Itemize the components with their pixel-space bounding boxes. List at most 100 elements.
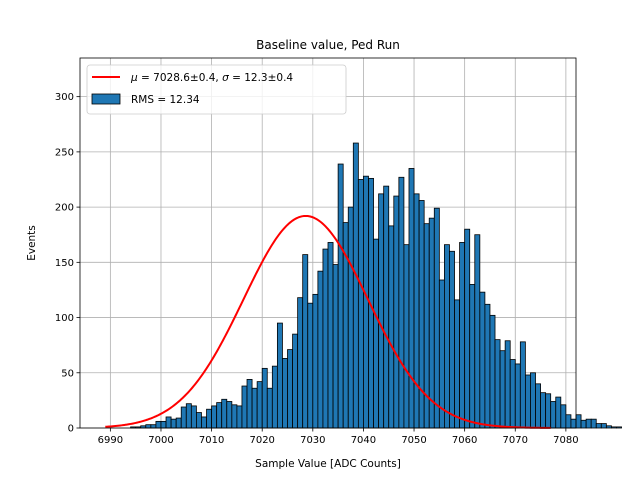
histogram-bar <box>433 207 440 429</box>
histogram-bar <box>251 387 258 429</box>
histogram-bar <box>600 423 607 429</box>
histogram-bar <box>605 425 612 429</box>
x-tick-label: 7030 <box>300 435 325 446</box>
x-tick-label: 7010 <box>199 435 224 446</box>
y-axis-ticks: 0 50 100 150 200 250 300 <box>55 92 80 435</box>
histogram-bar <box>145 424 152 429</box>
histogram-bar <box>403 244 410 429</box>
histogram-bar <box>575 414 582 429</box>
legend-hist-label: RMS = 12.34 <box>131 94 200 106</box>
legend: μ = 7028.6±0.4, σ = 12.3±0.4 RMS = 12.34 <box>86 64 347 115</box>
histogram-bar <box>297 297 304 429</box>
histogram-bar <box>307 302 314 429</box>
y-axis-label: Events <box>26 225 38 261</box>
histogram-bar <box>438 279 445 429</box>
histogram-bar <box>616 426 622 429</box>
histogram-bar <box>363 175 369 429</box>
x-tick-label: 7060 <box>452 435 477 446</box>
histogram-bar <box>261 367 268 429</box>
y-tick-label: 100 <box>55 313 74 324</box>
y-tick-label: 150 <box>55 258 74 269</box>
histogram-bar <box>266 387 273 429</box>
y-tick-label: 0 <box>68 424 74 435</box>
histogram-bar <box>398 176 405 429</box>
histogram-bar <box>180 406 187 429</box>
histogram-bar <box>196 412 202 429</box>
histogram-bar <box>509 359 516 429</box>
histogram-bar <box>347 206 354 429</box>
histogram-bar <box>489 314 496 429</box>
histogram-bar <box>474 234 481 429</box>
histogram-bar <box>479 291 486 429</box>
histogram-bar <box>241 385 248 429</box>
y-tick-label: 200 <box>55 203 74 214</box>
histogram-bar <box>337 163 344 429</box>
histogram-bar <box>494 339 501 429</box>
histogram-bar <box>226 401 233 429</box>
histogram-bar <box>276 322 283 429</box>
plot-frame <box>79 57 577 429</box>
histogram-bar <box>449 250 455 429</box>
histogram-bar <box>428 217 435 429</box>
legend-hist-swatch <box>91 93 121 105</box>
histogram-bar <box>413 193 420 429</box>
histogram-bar <box>271 365 278 429</box>
histogram-bar <box>464 228 471 429</box>
gaussian-fit-curve <box>105 214 551 429</box>
x-axis-label: Sample Value [ADC Counts] <box>255 458 401 470</box>
x-tick-label: 7020 <box>249 435 274 446</box>
histogram-bar <box>459 242 466 429</box>
histogram-bar <box>519 341 526 429</box>
histogram-bar <box>287 349 293 429</box>
histogram-bar <box>540 392 547 429</box>
histogram-bar <box>175 417 182 429</box>
y-tick-label: 300 <box>55 92 74 103</box>
histogram-bar <box>393 195 400 429</box>
histogram-bar <box>206 408 212 429</box>
histogram-bar <box>444 244 450 429</box>
histogram-bar <box>535 383 541 429</box>
legend-sigma-value: = 12.3±0.4 <box>229 72 294 84</box>
histogram-bar <box>231 404 238 429</box>
histogram-bar <box>302 254 309 429</box>
histogram-bar <box>201 416 207 429</box>
histogram-bar <box>514 363 521 429</box>
histogram-bar <box>484 303 491 429</box>
histogram-bar <box>292 333 299 429</box>
histogram-bar <box>155 420 162 429</box>
legend-fit-label: μ = 7028.6±0.4, σ = 12.3±0.4 <box>130 72 293 84</box>
histogram-bar <box>160 420 167 429</box>
histogram-bar <box>246 379 253 429</box>
legend-mu-value: = 7028.6±0.4, <box>138 72 222 84</box>
histogram-bar <box>454 299 460 429</box>
histogram-bar <box>282 358 288 429</box>
histogram-bar <box>236 405 243 429</box>
x-tick-label: 7070 <box>503 435 528 446</box>
x-tick-label: 7000 <box>148 435 173 446</box>
histogram-bar <box>560 404 567 429</box>
y-tick-label: 50 <box>61 368 74 379</box>
legend-box <box>86 64 347 115</box>
histogram-bar <box>595 423 602 429</box>
fit-line <box>105 214 551 429</box>
histogram-bar <box>170 418 177 429</box>
histogram-bar <box>165 416 172 429</box>
histogram-bars <box>130 142 622 429</box>
histogram-bar <box>383 185 390 429</box>
histogram-bar <box>565 414 572 429</box>
x-axis-ticks: 6990 7000 7010 7020 7030 7040 7050 7060 7070 7080 <box>98 428 579 446</box>
histogram-bar <box>312 293 319 429</box>
legend-mu-symbol: μ <box>130 72 138 84</box>
histogram-bar <box>256 381 263 429</box>
histogram-bar <box>150 424 157 429</box>
histogram-bar <box>580 419 587 429</box>
histogram-bar <box>570 418 577 429</box>
histogram-bar <box>352 142 359 429</box>
histogram-bar <box>590 418 597 429</box>
histogram-bar <box>469 284 476 429</box>
histogram-bar <box>388 225 395 429</box>
histogram-bar <box>524 374 531 429</box>
histogram-bar <box>357 179 364 429</box>
chart-title: Baseline value, Ped Run <box>256 38 400 52</box>
